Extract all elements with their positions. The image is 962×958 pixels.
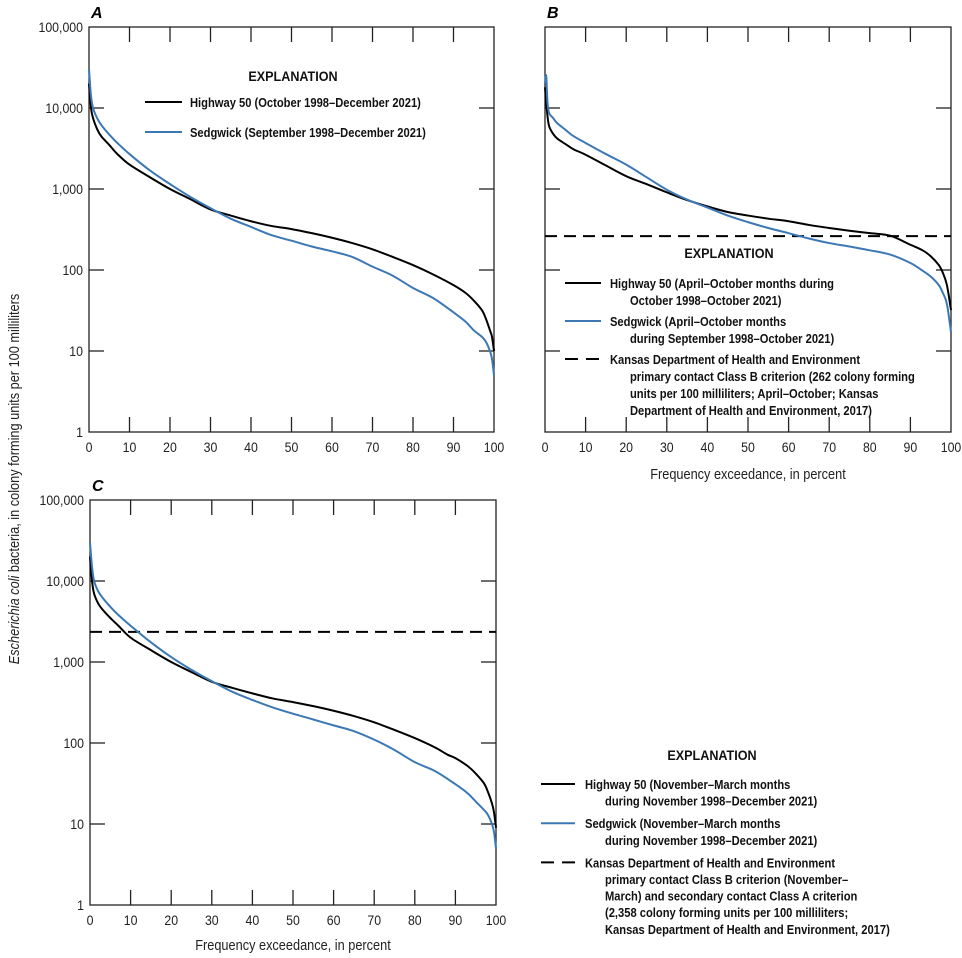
legend-title: EXPLANATION — [684, 245, 773, 261]
panel-c: C0 10 20 30 40 50 60 70 80 90 1001101001,00010,000… — [40, 478, 890, 953]
y-axis-title-rest: bacteria, in colony forming units per 10… — [6, 294, 22, 576]
y-tick-label: 1,000 — [53, 654, 84, 670]
x-axis-title: Frequency exceedance, in percent — [650, 466, 846, 482]
y-tick-label: 1 — [76, 424, 83, 440]
legend-label: units per 100 milliliters; April–October… — [630, 386, 879, 401]
x-tick-label: 10 — [123, 439, 137, 455]
panel-letter: C — [92, 478, 104, 495]
legend-label: Kansas Department of Health and Environm… — [610, 352, 860, 367]
x-tick-label: 90 — [904, 439, 918, 455]
legend-label: primary contact Class B criterion (262 c… — [630, 369, 915, 384]
legend-label: during September 1998–October 2021) — [630, 331, 834, 346]
y-tick-label: 100 — [62, 262, 83, 278]
x-tick-label: 70 — [367, 912, 381, 928]
legend-item-sedgwick: Sedgwick (September 1998–December 2021) — [145, 125, 426, 140]
x-tick-label: 60 — [782, 439, 796, 455]
legend-label: Highway 50 (November–March months — [585, 777, 791, 792]
legend-label: Highway 50 (April–October months during — [610, 276, 834, 291]
legend-label: Sedgwick (November–March months — [585, 816, 781, 831]
series-line-sedgwick — [89, 542, 497, 849]
legend-item-sedgwick: Sedgwick (November–March months during No… — [541, 816, 817, 848]
x-tick-label: 20 — [619, 439, 633, 455]
x-tick-label: 80 — [406, 439, 420, 455]
legend: EXPLANATION Highway 50 (April–October mon… — [565, 245, 915, 418]
y-axis-title-italic: Escherichia coli — [6, 575, 22, 664]
y-tick-label: 100,000 — [40, 492, 84, 508]
x-tick-label: 60 — [325, 439, 339, 455]
x-tick-label: 80 — [863, 439, 877, 455]
legend-label: Kansas Department of Health and Environm… — [585, 856, 835, 871]
x-tick-label: 100 — [941, 439, 962, 455]
x-tick-label: 0 — [542, 439, 549, 455]
legend: EXPLANATION Highway 50 (October 1998–Dece… — [145, 68, 426, 140]
series-line-highway-50 — [89, 556, 497, 828]
legend-label: during November 1998–December 2021) — [605, 833, 817, 848]
x-tick-label: 40 — [244, 439, 258, 455]
x-tick-label: 40 — [246, 912, 260, 928]
legend-title: EXPLANATION — [248, 68, 337, 84]
x-tick-label: 70 — [366, 439, 380, 455]
legend: EXPLANATION Highway 50 (November–March mo… — [541, 747, 890, 937]
series-line-highway-50 — [88, 83, 495, 352]
y-tick-label: 100,000 — [39, 19, 83, 35]
x-tick-label: 40 — [701, 439, 715, 455]
y-tick-label: 10 — [70, 816, 84, 832]
legend-label: (2,358 colony forming units per 100 mill… — [605, 905, 848, 920]
legend-item-sedgwick: Sedgwick (April–October months during Sep… — [565, 314, 834, 346]
x-tick-label: 80 — [408, 912, 422, 928]
legend-item-highway50: Highway 50 (November–March months during … — [541, 777, 817, 809]
x-tick-label: 70 — [822, 439, 836, 455]
legend-label: Sedgwick (September 1998–December 2021) — [190, 125, 426, 140]
y-tick-label: 1 — [77, 897, 84, 913]
legend-label: primary contact Class B criterion (Novem… — [605, 872, 849, 887]
y-tick-label: 10 — [69, 343, 83, 359]
panel-b: B 0 10 20 30 40 50 60 70 80 90 100 Frequency exceeda… — [542, 5, 962, 482]
x-tick-label: 90 — [447, 439, 461, 455]
x-tick-label: 30 — [204, 439, 218, 455]
legend-label: Highway 50 (October 1998–December 2021) — [190, 95, 421, 110]
x-tick-label: 60 — [327, 912, 341, 928]
y-tick-label: 10,000 — [46, 573, 84, 589]
x-tick-label: 50 — [285, 439, 299, 455]
x-tick-label: 50 — [741, 439, 755, 455]
y-tick-label: 1,000 — [52, 181, 83, 197]
series-line-highway-50 — [544, 87, 952, 311]
x-tick-label: 10 — [579, 439, 593, 455]
x-tick-label: 100 — [486, 912, 507, 928]
panel-letter: A — [90, 5, 103, 22]
series-line-sedgwick — [544, 74, 952, 333]
x-tick-label: 30 — [205, 912, 219, 928]
y-axis-title: Escherichia coli bacteria, in colony for… — [6, 294, 22, 665]
legend-title: EXPLANATION — [667, 747, 756, 763]
x-tick-label: 20 — [163, 439, 177, 455]
legend-label: October 1998–October 2021) — [630, 293, 781, 308]
x-tick-label: 50 — [286, 912, 300, 928]
legend-item-criterion: Kansas Department of Health and Environm… — [541, 856, 890, 937]
panel-a: A0 10 20 30 40 50 60 70 80 90 1001101001,00010,000… — [39, 5, 505, 455]
legend-item-highway50: Highway 50 (April–October months during O… — [565, 276, 834, 308]
x-tick-label: 20 — [164, 912, 178, 928]
legend-label: Sedgwick (April–October months — [610, 314, 786, 329]
legend-label: March) and secondary contact Class A cri… — [605, 889, 857, 904]
x-tick-label: 30 — [660, 439, 674, 455]
x-tick-label: 10 — [124, 912, 138, 928]
panel-letter: B — [547, 5, 559, 22]
x-tick-label: 0 — [87, 912, 94, 928]
series-line-sedgwick — [88, 69, 495, 376]
x-tick-label: 100 — [484, 439, 505, 455]
legend-label: Kansas Department of Health and Environm… — [605, 922, 890, 937]
y-tick-label: 10,000 — [45, 100, 83, 116]
legend-label: Department of Health and Environment, 20… — [630, 403, 872, 418]
y-tick-label: 100 — [63, 735, 84, 751]
legend-item-highway50: Highway 50 (October 1998–December 2021) — [145, 95, 421, 110]
x-tick-label: 90 — [449, 912, 463, 928]
x-axis-title: Frequency exceedance, in percent — [195, 937, 391, 953]
legend-item-criterion: Kansas Department of Health and Environm… — [565, 352, 915, 418]
legend-label: during November 1998–December 2021) — [605, 794, 817, 809]
x-tick-label: 0 — [86, 439, 93, 455]
